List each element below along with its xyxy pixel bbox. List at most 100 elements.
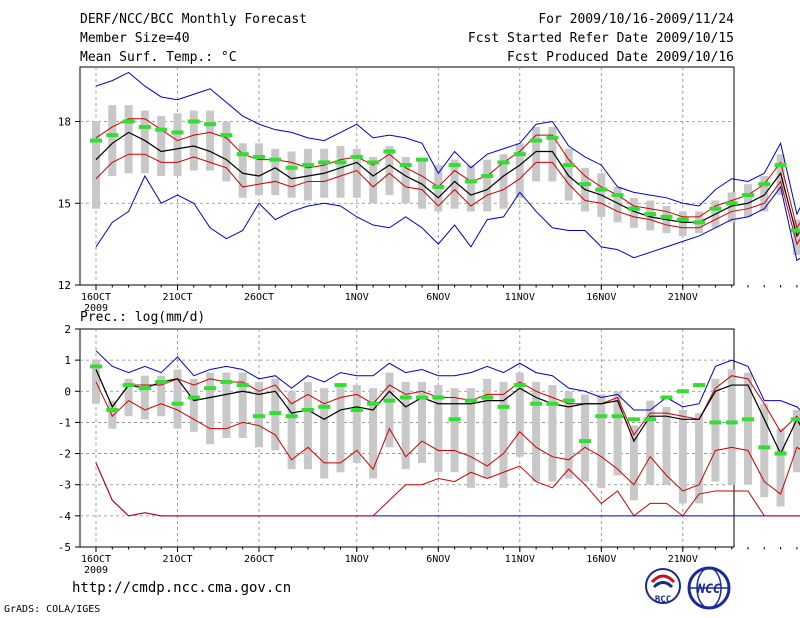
x-tick-label: 21OCT (162, 554, 192, 565)
y-tick-label: 2 (64, 323, 71, 336)
x-tick-label: 6NOV (426, 554, 450, 565)
ensemble-mean-mark (530, 401, 543, 406)
box (483, 378, 492, 479)
ensemble-mean-mark (562, 163, 575, 168)
box (238, 143, 247, 198)
box (515, 143, 524, 198)
ensemble-mean-mark (367, 401, 380, 406)
footer-url[interactable]: http://cmdp.ncc.cma.gov.cn (72, 580, 292, 596)
ensemble-mean-mark (155, 379, 168, 384)
y-tick-label: 15 (58, 197, 71, 210)
ensemble-mean-mark (611, 414, 624, 419)
ensemble-mean-mark (187, 395, 200, 400)
ensemble-mean-mark (318, 404, 331, 409)
x-tick-label: 6NOV (426, 292, 450, 303)
ensemble-mean-mark (367, 160, 380, 165)
ensemble-mean-mark (725, 201, 738, 206)
box (385, 372, 394, 448)
p90-line (95, 118, 800, 229)
box (434, 385, 443, 473)
ensemble-mean-mark (546, 401, 559, 406)
ensemble-mean-mark (350, 154, 363, 159)
box (597, 394, 606, 488)
box (450, 388, 459, 473)
ensemble-mean-mark (399, 395, 412, 400)
ensemble-mean-mark (742, 417, 754, 422)
median-line (95, 369, 800, 455)
box (401, 156, 410, 204)
box (336, 146, 345, 198)
x-year-label: 2009 (84, 303, 108, 314)
ensemble-mean-mark (644, 417, 657, 422)
ensemble-mean-mark (562, 398, 575, 403)
ensemble-mean-mark (693, 220, 706, 225)
box (581, 394, 589, 482)
box (662, 406, 671, 485)
ensemble-mean-mark (481, 395, 494, 400)
x-tick-label: 1NOV (345, 292, 369, 303)
box (629, 425, 638, 501)
box (303, 381, 312, 470)
box (695, 413, 704, 504)
max-line (95, 71, 800, 216)
box (92, 121, 100, 209)
box (255, 143, 263, 196)
ensemble-mean-mark (138, 386, 151, 391)
ensemble-mean-mark (595, 414, 608, 419)
ensemble-mean-mark (122, 119, 135, 124)
ensemble-mean-mark (204, 122, 217, 127)
ensemble-mean-mark (546, 135, 559, 140)
ensemble-mean-mark (399, 163, 412, 168)
ensemble-mean-mark (758, 182, 771, 187)
ensemble-mean-mark (481, 174, 494, 178)
box (727, 192, 736, 223)
ensemble-mean-mark (676, 217, 689, 222)
ensemble-mean-mark (90, 138, 102, 143)
ensemble-mean-mark (301, 163, 314, 168)
box (303, 148, 312, 201)
ensemble-mean-mark (220, 379, 233, 384)
ensemble-mean-mark (138, 124, 151, 129)
ensemble-mean-mark (611, 193, 624, 198)
forecast-period: For 2009/10/16-2009/11/24 (538, 12, 734, 27)
box (206, 372, 215, 445)
x-year-label: 2009 (84, 565, 108, 576)
member-size: Member Size=40 (80, 31, 190, 46)
ensemble-mean-mark (220, 133, 233, 138)
box (124, 105, 133, 174)
y-tick-label: -5 (58, 541, 71, 554)
ensemble-mean-mark (432, 184, 445, 189)
ensemble-mean-mark (464, 179, 477, 184)
ensemble-mean-mark (171, 401, 184, 406)
box (222, 372, 231, 438)
box (173, 113, 182, 176)
box (466, 388, 475, 488)
y-tick-label: -4 (58, 510, 72, 523)
box (238, 372, 247, 438)
box (678, 211, 687, 236)
ensemble-mean-mark (106, 133, 119, 138)
y-tick-label: -2 (58, 448, 71, 461)
x-tick-label: 26OCT (244, 292, 274, 303)
chart-title: DERF/NCC/BCC Monthly Forecast (80, 12, 307, 27)
ensemble-mean-mark (350, 407, 363, 412)
y-tick-label: -1 (58, 416, 71, 429)
ensemble-mean-mark (709, 420, 722, 425)
ensemble-mean-mark (627, 417, 640, 422)
ensemble-mean-mark (253, 414, 265, 419)
box (499, 381, 508, 488)
ensemble-mean-mark (464, 398, 477, 403)
y-tick-label: 1 (64, 354, 71, 367)
ensemble-mean-mark (627, 206, 640, 211)
box (711, 378, 720, 482)
box (646, 400, 655, 485)
ensemble-mean-mark (171, 130, 184, 135)
box (287, 391, 296, 470)
fcst-produced-date: Fcst Produced Date 2009/10/16 (507, 50, 734, 65)
box (499, 154, 508, 209)
ensemble-mean-mark (530, 138, 543, 143)
box (548, 385, 557, 482)
ensemble-mean-mark (269, 411, 282, 416)
ensemble-mean-mark (497, 404, 510, 409)
